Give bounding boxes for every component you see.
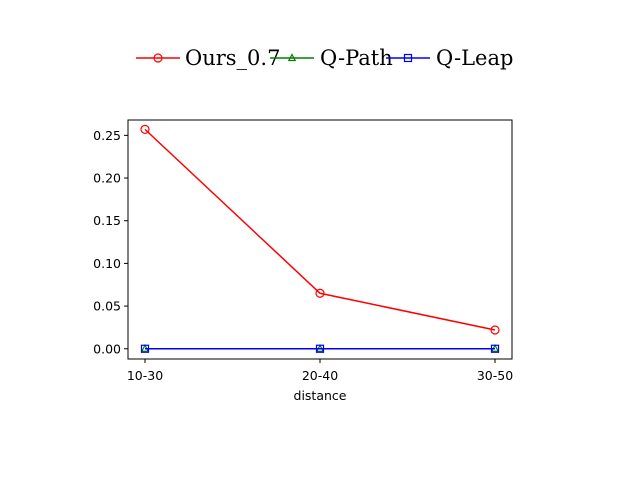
legend-marker-q-leap (403, 53, 413, 63)
plot-area: 0.00 0.05 0.10 0.15 0.20 0.25 10-30 20-40 30-50 (93, 119, 513, 383)
y-tick-label: 0.20 (93, 171, 121, 186)
legend-marker-ours-0-7 (153, 53, 163, 63)
data-point-q-leap (140, 344, 150, 353)
y-tick-label: 0.25 (93, 128, 121, 143)
y-tick-label: 0.05 (93, 299, 121, 314)
legend-label-q-leap: Q-Leap (436, 46, 513, 70)
x-tick-label: 30-50 (477, 368, 513, 383)
data-point-ours-0-7 (140, 124, 150, 134)
data-point-ours-0-7 (315, 288, 325, 298)
data-point-q-leap (490, 344, 500, 353)
y-tick-label: 0.00 (93, 341, 121, 356)
legend-label-q-path: Q-Path (320, 46, 393, 70)
y-tick-label: 0.15 (93, 213, 121, 228)
data-point-ours-0-7 (490, 325, 500, 335)
x-tick-label: 10-30 (127, 368, 163, 383)
x-axis-label: distance (294, 388, 347, 403)
y-tick-label: 0.10 (93, 256, 121, 271)
legend-label-ours-0-7: Ours_0.7 (185, 46, 280, 70)
series-line-ours-0-7 (144, 128, 496, 331)
legend: Ours_0.7 Q-Path Q-Leap (136, 46, 513, 70)
x-tick-label: 20-40 (302, 368, 338, 383)
legend-marker-q-path (287, 53, 297, 62)
data-point-q-leap (315, 344, 325, 353)
